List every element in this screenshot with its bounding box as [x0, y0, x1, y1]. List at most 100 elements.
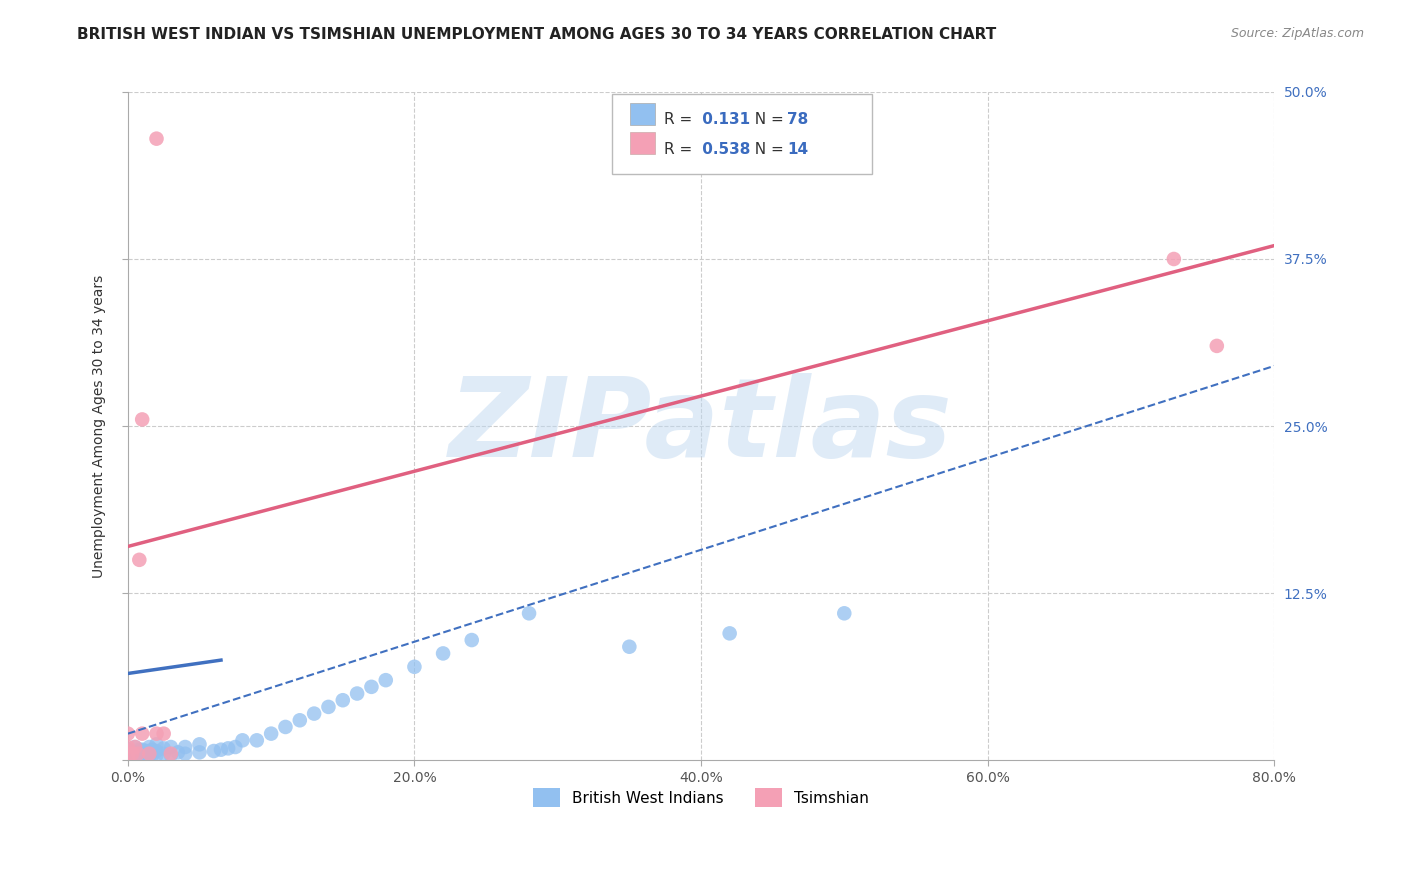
Point: [117, 753, 139, 767]
Text: R =: R =: [664, 142, 697, 157]
Point: [174, 739, 197, 754]
Point: [231, 733, 253, 747]
Point: [302, 706, 325, 721]
Point: [141, 747, 163, 762]
Point: [117, 749, 139, 764]
Point: [288, 713, 311, 727]
Legend: British West Indians, Tsimshian: British West Indians, Tsimshian: [527, 782, 876, 813]
Point: [160, 747, 183, 762]
Point: [117, 744, 139, 758]
Point: [127, 745, 149, 759]
Point: [145, 726, 167, 740]
Point: [138, 747, 160, 761]
Point: [121, 747, 143, 761]
Point: [124, 753, 146, 767]
Point: [145, 131, 167, 145]
Point: [138, 739, 160, 754]
Point: [404, 660, 426, 674]
Point: [188, 745, 211, 759]
Text: BRITISH WEST INDIAN VS TSIMSHIAN UNEMPLOYMENT AMONG AGES 30 TO 34 YEARS CORRELAT: BRITISH WEST INDIAN VS TSIMSHIAN UNEMPLO…: [77, 27, 997, 42]
Point: [117, 753, 139, 767]
Y-axis label: Unemployment Among Ages 30 to 34 years: Unemployment Among Ages 30 to 34 years: [93, 275, 107, 578]
Point: [152, 726, 174, 740]
Point: [117, 747, 139, 762]
Point: [274, 720, 297, 734]
Point: [160, 739, 183, 754]
Point: [1205, 339, 1227, 353]
Point: [174, 747, 197, 761]
Point: [619, 640, 641, 654]
Text: 14: 14: [787, 142, 808, 157]
Point: [145, 744, 167, 758]
Point: [117, 753, 139, 767]
Point: [117, 753, 139, 767]
Point: [718, 626, 741, 640]
Point: [517, 607, 540, 621]
Point: [224, 739, 246, 754]
Text: 0.538: 0.538: [697, 142, 751, 157]
Point: [117, 747, 139, 761]
Point: [127, 747, 149, 761]
Point: [128, 749, 150, 764]
Text: N =: N =: [745, 112, 789, 127]
Point: [117, 749, 139, 764]
Point: [131, 750, 153, 764]
Point: [131, 412, 153, 426]
Point: [167, 745, 190, 759]
Point: [260, 726, 283, 740]
Point: [374, 673, 396, 688]
Point: [117, 749, 139, 764]
Point: [121, 747, 143, 761]
Point: [117, 747, 139, 762]
Point: [1163, 252, 1185, 266]
Point: [138, 745, 160, 759]
Point: [117, 753, 139, 767]
Point: [121, 753, 143, 767]
Point: [134, 749, 156, 764]
Point: [117, 745, 139, 759]
Point: [117, 726, 139, 740]
Point: [432, 647, 454, 661]
Text: Source: ZipAtlas.com: Source: ZipAtlas.com: [1230, 27, 1364, 40]
Point: [135, 744, 157, 758]
Point: [152, 747, 174, 761]
Point: [318, 699, 340, 714]
Point: [246, 733, 269, 747]
Point: [131, 747, 153, 761]
Point: [121, 750, 143, 764]
Point: [188, 737, 211, 751]
Text: ZIPatlas: ZIPatlas: [449, 373, 953, 480]
Point: [124, 745, 146, 759]
Point: [117, 753, 139, 767]
Point: [128, 747, 150, 761]
Text: R =: R =: [664, 112, 697, 127]
Point: [461, 633, 484, 648]
Point: [134, 744, 156, 758]
Point: [117, 739, 139, 754]
Point: [160, 747, 183, 761]
Point: [117, 753, 139, 767]
Point: [124, 739, 146, 754]
Point: [124, 739, 146, 754]
Point: [832, 607, 855, 621]
Point: [131, 726, 153, 740]
Point: [141, 742, 163, 756]
Text: 78: 78: [787, 112, 808, 127]
Text: N =: N =: [745, 142, 789, 157]
Point: [131, 742, 153, 756]
Point: [127, 750, 149, 764]
Point: [117, 750, 139, 764]
Point: [332, 693, 354, 707]
Point: [145, 747, 167, 762]
Point: [217, 741, 239, 756]
Point: [209, 742, 232, 756]
Point: [360, 680, 382, 694]
Point: [117, 750, 139, 764]
Point: [117, 745, 139, 759]
Point: [117, 753, 139, 767]
Point: [117, 747, 139, 761]
Point: [138, 749, 160, 764]
Text: 0.131: 0.131: [697, 112, 751, 127]
Point: [346, 687, 368, 701]
Point: [128, 742, 150, 756]
